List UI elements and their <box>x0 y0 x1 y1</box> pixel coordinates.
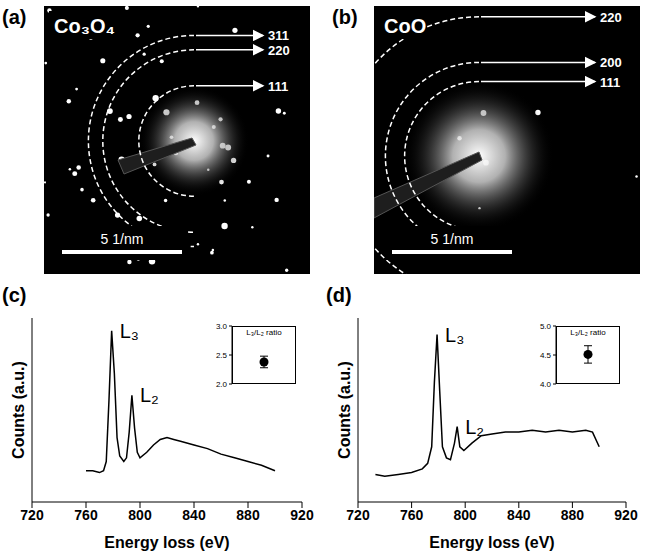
svg-text:L₂: L₂ <box>140 384 159 406</box>
html-text:(c): (c) <box>2 284 27 306</box>
svg-text:311: 311 <box>268 28 289 43</box>
svg-text:840: 840 <box>182 507 206 523</box>
svg-text:Energy loss (eV): Energy loss (eV) <box>104 534 229 551</box>
svg-text:4.5: 4.5 <box>540 351 552 360</box>
svg-text:L₃: L₃ <box>120 320 139 342</box>
svg-text:840: 840 <box>507 507 531 523</box>
svg-text:111: 111 <box>268 79 288 94</box>
svg-text:111: 111 <box>600 75 620 90</box>
svg-text:2.0: 2.0 <box>216 380 228 388</box>
svg-text:800: 800 <box>128 507 152 523</box>
svg-text:760: 760 <box>74 507 98 523</box>
svg-text:920: 920 <box>614 507 638 523</box>
svg-text:2.5: 2.5 <box>216 351 228 360</box>
svg-text:3.0: 3.0 <box>216 322 228 331</box>
svg-text:CoO: CoO <box>384 15 426 37</box>
svg-text:Counts (a.u.): Counts (a.u.) <box>10 361 27 459</box>
svg-text:5 1/nm: 5 1/nm <box>431 231 474 247</box>
html-text:L₃/L₂ ratio: L₃/L₂ ratio <box>246 328 282 337</box>
svg-text:L₃: L₃ <box>445 324 464 346</box>
svg-text:Co₃O₄: Co₃O₄ <box>54 15 115 37</box>
svg-text:760: 760 <box>400 507 424 523</box>
html-text:(d): (d) <box>326 284 352 306</box>
svg-text:800: 800 <box>454 507 478 523</box>
svg-text:880: 880 <box>561 507 585 523</box>
svg-text:720: 720 <box>20 507 44 523</box>
svg-text:Counts (a.u.): Counts (a.u.) <box>336 361 353 459</box>
svg-text:220: 220 <box>600 10 622 25</box>
svg-text:920: 920 <box>290 507 314 523</box>
svg-text:Energy loss (eV): Energy loss (eV) <box>429 534 554 551</box>
svg-text:220: 220 <box>268 43 290 58</box>
html-text:(b): (b) <box>332 6 358 28</box>
svg-text:880: 880 <box>236 507 260 523</box>
html-text:L₃/L₂ ratio: L₃/L₂ ratio <box>570 328 606 337</box>
svg-text:L₂: L₂ <box>465 416 484 438</box>
svg-text:720: 720 <box>346 507 370 523</box>
svg-text:5 1/nm: 5 1/nm <box>101 231 144 247</box>
svg-text:4.0: 4.0 <box>540 380 552 388</box>
html-text:(a): (a) <box>2 6 27 28</box>
svg-text:5.0: 5.0 <box>540 322 552 331</box>
svg-text:200: 200 <box>600 55 622 70</box>
